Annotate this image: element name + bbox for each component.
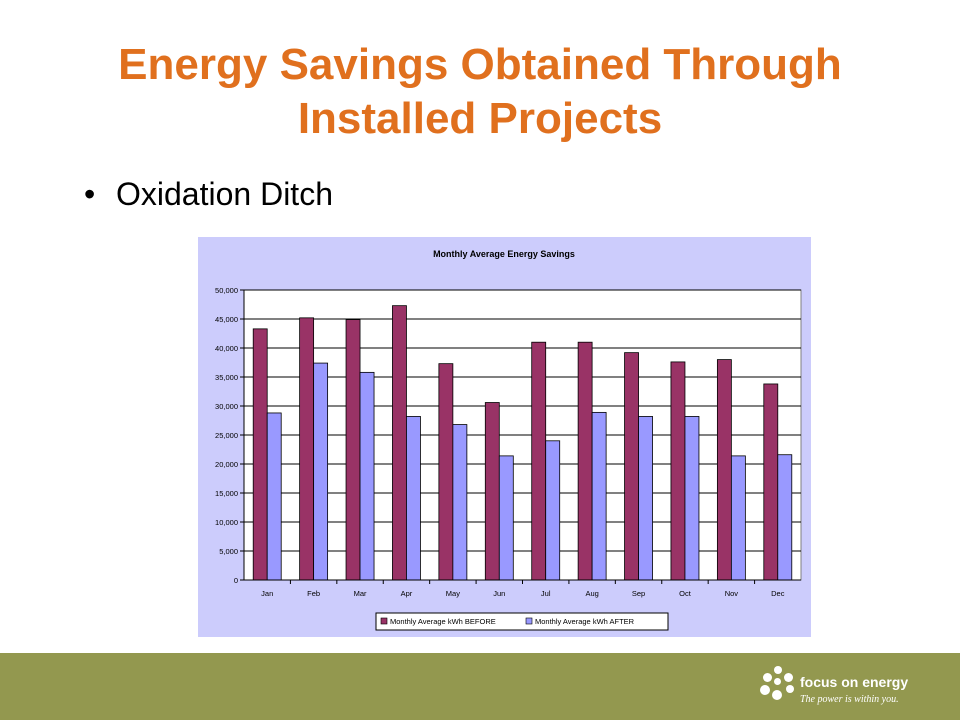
x-tick-label: Oct [679,589,692,598]
logo-dots-icon [760,666,796,702]
bullet-dot-icon: • [84,176,96,212]
legend-swatch-before [380,617,388,625]
x-tick-label: May [446,589,460,598]
bar-before-nov [716,359,732,581]
y-tick-label: 35,000 [215,373,238,382]
bar-before-feb [299,317,315,581]
chart: Monthly Average Energy Savings 0 5,000 10,0… [198,237,811,637]
bullet-item: • Oxidation Ditch [84,176,333,213]
x-tick-label: Mar [354,589,367,598]
y-tick-label: 50,000 [215,286,238,295]
brand-logo: focus on energy The power is within you. [760,664,940,712]
bar-before-jul [531,341,547,581]
brand-tagline: The power is within you. [800,694,899,705]
bar-before-may [438,363,454,581]
bar-after-aug [591,411,607,581]
footer-bar [0,653,960,720]
x-tick-label: Nov [725,589,739,598]
bar-after-sep [638,416,653,581]
bar-after-oct [684,416,700,581]
legend-swatch-after [525,617,533,625]
slide-title-line-1: Energy Savings Obtained Through [118,40,842,89]
bar-before-jun [484,402,500,581]
slide-title: Energy Savings Obtained Through Installe… [40,38,920,146]
bar-before-sep [624,352,639,581]
brand-name: focus on energy [800,674,909,690]
x-tick-label: Aug [585,589,598,598]
legend-label-before: Monthly Average kWh BEFORE [390,617,496,626]
bar-after-jun [498,455,514,581]
slide-title-line-2: Installed Projects [297,94,663,143]
x-tick-label: Jun [493,589,505,598]
bar-before-aug [577,341,593,581]
x-tick-label: Dec [771,589,785,598]
bar-after-nov [730,455,746,581]
x-tick-label: Sep [632,589,645,598]
x-tick-label: Feb [307,589,320,598]
y-tick-label: 45,000 [215,315,238,324]
bar-after-jan [266,412,282,581]
bar-after-may [452,424,468,581]
bar-before-apr [392,305,407,581]
legend-label-after: Monthly Average kWh AFTER [535,617,635,626]
bar-after-jul [545,440,561,581]
bar-before-oct [670,361,686,581]
x-tick-label: Jan [261,589,273,598]
bar-after-feb [313,362,329,581]
bar-before-jan [252,328,268,581]
y-tick-label: 30,000 [215,402,238,411]
y-tick-label: 20,000 [215,460,238,469]
chart-svg: Monthly Average Energy Savings 0 5,000 10,0… [215,249,802,631]
legend [375,612,669,631]
x-tick-label: Apr [401,589,413,598]
y-tick-label: 25,000 [215,431,238,440]
x-tick-label: Jul [541,589,551,598]
chart-title: Monthly Average Energy Savings [433,249,575,259]
y-tick-label: 5,000 [219,547,238,556]
bar-before-dec [763,383,779,581]
bar-after-mar [359,371,375,581]
y-tick-label: 10,000 [215,518,238,527]
y-tick-label: 40,000 [215,344,238,353]
bar-after-apr [406,416,421,581]
bar-before-mar [345,319,361,581]
bullet-text: Oxidation Ditch [116,176,333,212]
y-tick-label: 0 [234,576,238,585]
y-tick-label: 15,000 [215,489,238,498]
bar-after-dec [777,454,793,581]
